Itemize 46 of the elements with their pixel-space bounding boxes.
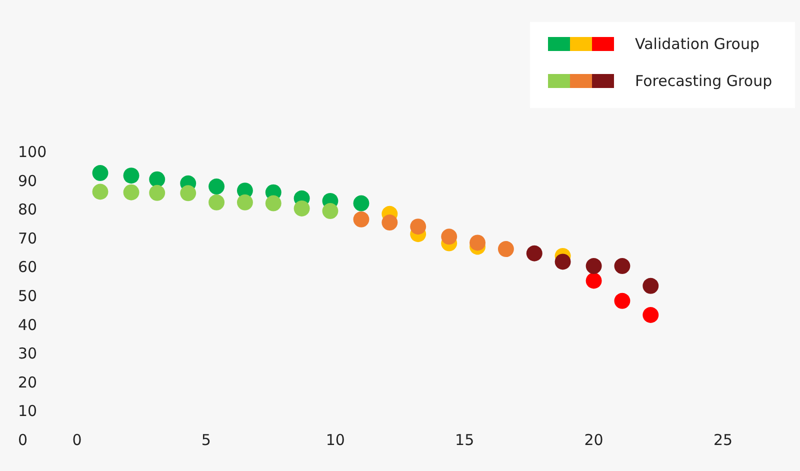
y-tick-label: 80: [18, 200, 38, 219]
point: [92, 165, 108, 182]
point: [614, 258, 630, 274]
point: [410, 218, 426, 235]
point: [149, 184, 166, 201]
point: [265, 195, 282, 212]
point: [294, 200, 310, 216]
point: [322, 203, 338, 220]
y-tick-label: 10: [18, 402, 38, 420]
point: [642, 307, 659, 324]
point: [123, 168, 140, 184]
point: [526, 245, 542, 262]
y-tick-label: 60: [18, 258, 38, 276]
y-tick-label: 20: [18, 373, 38, 392]
point: [236, 194, 253, 210]
point: [123, 184, 140, 200]
legend-label: Validation Group: [635, 35, 760, 53]
point: [208, 194, 225, 210]
y-tick-label: 40: [18, 316, 38, 334]
y-tick-label: 90: [18, 172, 38, 190]
y-tick-label: 30: [18, 344, 38, 363]
x-tick-label: 15: [455, 431, 474, 449]
point: [586, 272, 602, 289]
point: [149, 171, 166, 188]
point: [353, 211, 370, 228]
y-tick-label: 70: [18, 229, 38, 248]
y-tick-label: 50: [18, 287, 38, 305]
x-tick-label: 5: [201, 431, 211, 449]
point: [614, 292, 630, 309]
point: [92, 184, 108, 200]
point: [586, 258, 602, 274]
point: [498, 241, 514, 258]
point: [470, 234, 486, 251]
y-tick-label: 100: [18, 143, 47, 161]
point: [353, 195, 370, 212]
point: [554, 254, 571, 270]
x-tick-label: 25: [713, 431, 733, 449]
point: [642, 278, 659, 294]
x-tick-label: 10: [326, 431, 345, 449]
point: [208, 178, 225, 195]
point: [382, 214, 398, 231]
point: [180, 185, 196, 202]
x-tick-label: 0: [72, 431, 82, 449]
legend-label: Forecasting Group: [635, 72, 772, 90]
x-tick-label: 20: [584, 431, 604, 449]
point: [441, 228, 458, 245]
